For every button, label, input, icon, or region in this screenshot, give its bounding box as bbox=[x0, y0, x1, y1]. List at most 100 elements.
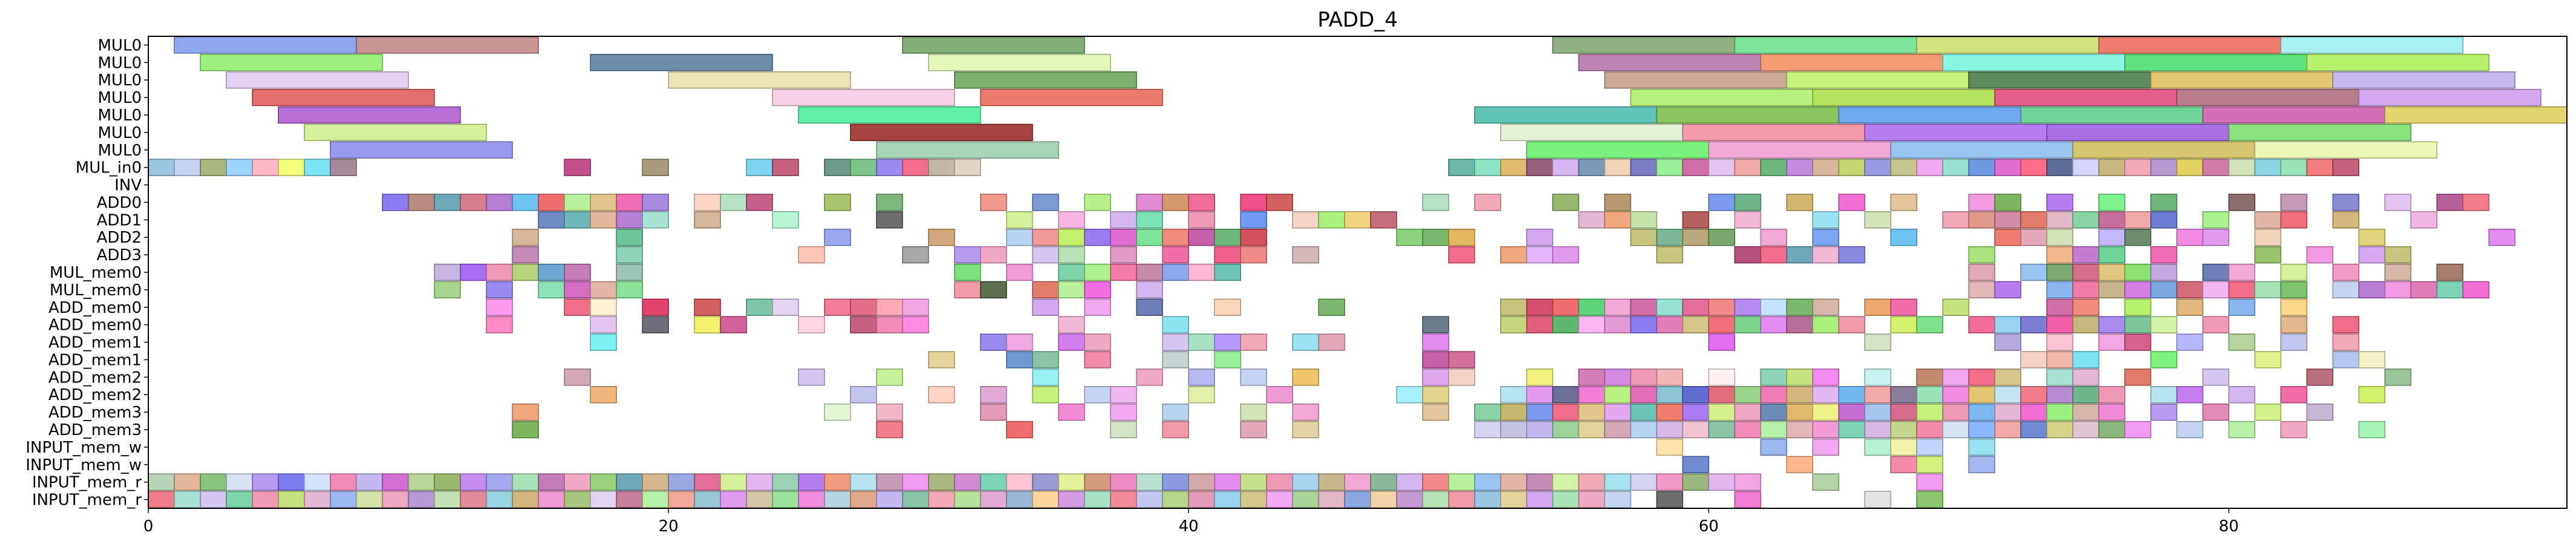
task-bar bbox=[1864, 403, 1891, 421]
task-bar bbox=[1032, 281, 1059, 299]
task-bar bbox=[2358, 246, 2386, 264]
task-bar bbox=[1656, 159, 1684, 176]
task-bar bbox=[1734, 36, 1917, 54]
task-bar bbox=[1604, 369, 1632, 386]
task-bar bbox=[226, 159, 253, 176]
task-bar bbox=[1786, 386, 1813, 404]
task-bar bbox=[1890, 456, 1917, 473]
task-bar bbox=[1266, 491, 1293, 508]
task-bar bbox=[1708, 298, 1736, 316]
task-bar bbox=[927, 54, 1112, 71]
task-bar bbox=[2358, 421, 2386, 439]
task-bar bbox=[2098, 246, 2126, 264]
task-bar bbox=[1058, 473, 1085, 491]
task-bar bbox=[1682, 473, 1710, 491]
task-bar bbox=[1240, 491, 1267, 508]
task-bar bbox=[2228, 281, 2256, 299]
task-bar bbox=[1136, 491, 1164, 508]
task-bar bbox=[772, 473, 799, 491]
task-bar bbox=[1656, 369, 1684, 386]
task-bar bbox=[720, 491, 747, 508]
task-bar bbox=[1968, 211, 1995, 229]
task-bar bbox=[1682, 386, 1710, 404]
task-bar bbox=[1656, 298, 1684, 316]
task-bar bbox=[1162, 421, 1190, 439]
task-bar bbox=[642, 298, 669, 316]
task-bar bbox=[2046, 333, 2074, 351]
task-bar bbox=[1916, 369, 1943, 386]
task-bar bbox=[1708, 229, 1736, 246]
task-bar bbox=[355, 36, 539, 54]
task-bar bbox=[642, 316, 669, 333]
task-bar bbox=[1110, 246, 1138, 264]
task-bar bbox=[1864, 333, 1891, 351]
task-bar bbox=[1136, 473, 1164, 491]
task-bar bbox=[927, 229, 955, 246]
task-bar bbox=[1786, 369, 1813, 386]
task-bar bbox=[616, 229, 643, 246]
task-bar bbox=[1838, 246, 1865, 264]
task-bar bbox=[148, 159, 175, 176]
task-bar bbox=[1812, 246, 1839, 264]
task-bar bbox=[2332, 351, 2360, 369]
task-bar bbox=[1656, 438, 1684, 456]
task-bar bbox=[850, 491, 877, 508]
task-bar bbox=[1604, 403, 1632, 421]
y-tick-label: ADD_mem0 bbox=[48, 299, 142, 317]
task-bar bbox=[1708, 159, 1736, 176]
task-bar bbox=[1058, 333, 1085, 351]
task-bar bbox=[1292, 491, 1319, 508]
task-bar bbox=[252, 491, 279, 508]
task-bar bbox=[1032, 386, 1059, 404]
task-bar bbox=[1136, 298, 1164, 316]
task-bar bbox=[381, 491, 409, 508]
task-bar bbox=[2150, 194, 2178, 211]
task-bar bbox=[1578, 159, 1606, 176]
task-bar bbox=[1526, 298, 1553, 316]
task-bar bbox=[1266, 473, 1293, 491]
task-bar bbox=[329, 159, 357, 176]
task-bar bbox=[2332, 71, 2515, 89]
task-bar bbox=[2176, 386, 2204, 404]
task-bar bbox=[2150, 281, 2178, 299]
task-bar bbox=[1604, 71, 1788, 89]
task-bar bbox=[512, 246, 539, 264]
task-bar bbox=[1084, 298, 1112, 316]
task-bar bbox=[564, 491, 591, 508]
task-bar bbox=[564, 281, 591, 299]
task-bar bbox=[1136, 211, 1164, 229]
task-bar bbox=[1058, 281, 1085, 299]
task-bar bbox=[1708, 194, 1736, 211]
task-bar bbox=[1006, 491, 1033, 508]
task-bar bbox=[1214, 333, 1241, 351]
task-bar bbox=[2072, 298, 2100, 316]
task-bar bbox=[616, 263, 643, 281]
task-bar bbox=[1422, 491, 1449, 508]
task-bar bbox=[1812, 421, 1839, 439]
task-bar bbox=[2358, 351, 2386, 369]
task-bar bbox=[772, 298, 799, 316]
task-bar bbox=[1760, 316, 1788, 333]
task-bar bbox=[1162, 351, 1190, 369]
task-bar bbox=[1162, 491, 1190, 508]
task-bar bbox=[1656, 386, 1684, 404]
task-bar bbox=[2098, 316, 2126, 333]
task-bar bbox=[1318, 473, 1345, 491]
task-bar bbox=[850, 473, 877, 491]
task-bar bbox=[2202, 281, 2230, 299]
task-bar bbox=[1578, 298, 1606, 316]
task-bar bbox=[1448, 159, 1475, 176]
task-bar bbox=[1864, 491, 1891, 508]
task-bar bbox=[1032, 246, 1059, 264]
task-bar bbox=[1500, 316, 1527, 333]
task-bar bbox=[2020, 159, 2047, 176]
task-bar bbox=[2306, 246, 2334, 264]
chart-title: PADD_4 bbox=[1317, 8, 1398, 32]
task-bar bbox=[1630, 211, 1658, 229]
task-bar bbox=[1968, 386, 1995, 404]
task-bar bbox=[2046, 281, 2074, 299]
task-bar bbox=[2098, 333, 2126, 351]
task-bar bbox=[1734, 473, 1762, 491]
task-bar bbox=[1240, 246, 1267, 264]
task-bar bbox=[1188, 386, 1215, 404]
